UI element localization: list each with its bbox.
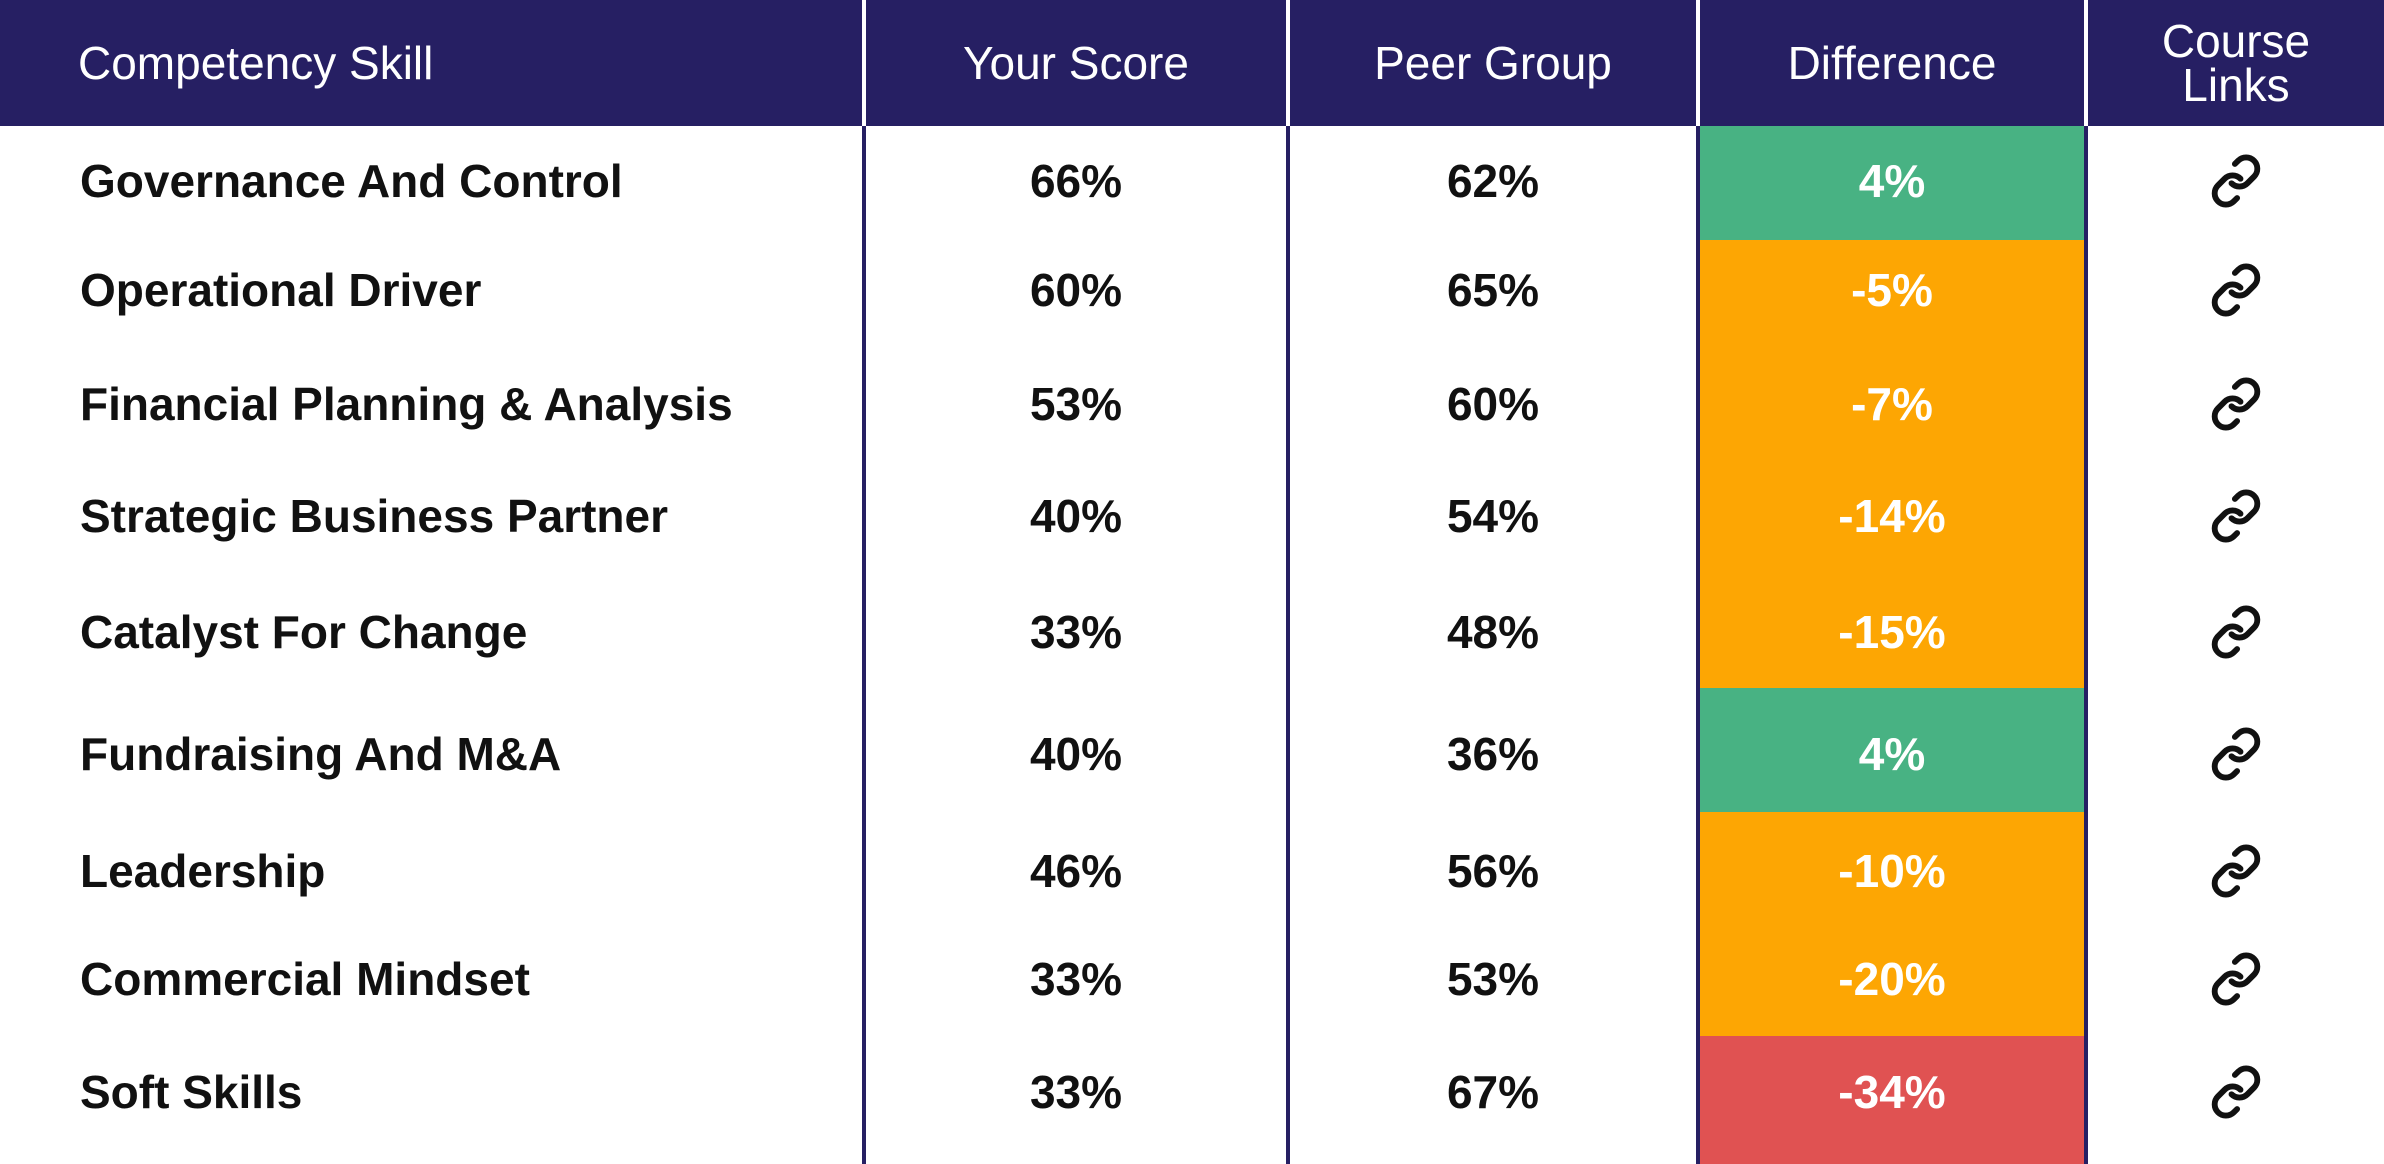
your-score: 33%	[1029, 606, 1123, 658]
peer-group-score: 48%	[1446, 606, 1540, 658]
your-score: 33%	[1029, 953, 1123, 1005]
skill-name: Soft Skills	[80, 1066, 303, 1118]
difference-cell-background	[1700, 812, 2084, 928]
difference-value: -34%	[1838, 1066, 1946, 1118]
peer-group-score: 67%	[1446, 1066, 1540, 1118]
skill-name: Fundraising And M&A	[80, 728, 562, 780]
difference-value: 4%	[1858, 155, 1926, 207]
link-icon[interactable]	[2209, 377, 2263, 431]
header-course-links-line1: Course	[2161, 15, 2311, 67]
difference-cell-background	[1700, 928, 2084, 1036]
course-link-cell	[2088, 929, 2384, 1029]
skill-name: Leadership	[80, 845, 326, 897]
column-divider	[1696, 0, 1700, 1164]
link-icon[interactable]	[2209, 605, 2263, 659]
skill-name: Operational Driver	[80, 264, 482, 316]
course-link-cell	[2088, 466, 2384, 566]
header-course-links: Course Links	[2088, 0, 2384, 126]
skill-name: Catalyst For Change	[80, 606, 528, 658]
difference-cell-background	[1700, 1036, 2084, 1164]
course-link-cell	[2088, 354, 2384, 454]
column-divider	[2084, 0, 2088, 1164]
header-course-links-line2: Links	[2182, 59, 2290, 111]
skill-name: Strategic Business Partner	[80, 490, 669, 542]
your-score: 53%	[1029, 378, 1123, 430]
your-score: 40%	[1029, 490, 1123, 542]
link-icon[interactable]	[2209, 952, 2263, 1006]
course-link-cell	[2088, 821, 2384, 921]
course-link-cell	[2088, 704, 2384, 804]
difference-cell-background	[1700, 576, 2084, 688]
your-score: 33%	[1029, 1066, 1123, 1118]
link-icon[interactable]	[2209, 727, 2263, 781]
peer-group-score: 54%	[1446, 490, 1540, 542]
your-score: 60%	[1029, 264, 1123, 316]
column-divider	[862, 0, 866, 1164]
difference-value: -14%	[1838, 490, 1946, 542]
skill-name: Financial Planning & Analysis	[80, 378, 733, 430]
link-icon[interactable]	[2209, 844, 2263, 898]
peer-group-score: 60%	[1446, 378, 1540, 430]
header-divider	[862, 0, 866, 126]
difference-cell-background	[1700, 688, 2084, 812]
link-icon[interactable]	[2209, 1065, 2263, 1119]
header-competency-skill: Competency Skill	[78, 37, 434, 89]
header-divider	[1286, 0, 1290, 126]
course-link-cell	[2088, 582, 2384, 682]
peer-group-score: 62%	[1446, 155, 1540, 207]
header-your-score: Your Score	[963, 37, 1189, 89]
difference-cell-background	[1700, 350, 2084, 460]
course-link-cell	[2088, 1042, 2384, 1142]
difference-value: -20%	[1838, 953, 1946, 1005]
peer-group-score: 56%	[1446, 845, 1540, 897]
header-peer-group: Peer Group	[1374, 37, 1612, 89]
peer-group-score: 65%	[1446, 264, 1540, 316]
header-divider	[2084, 0, 2088, 126]
link-icon[interactable]	[2209, 263, 2263, 317]
difference-value: -5%	[1851, 264, 1933, 316]
link-icon[interactable]	[2209, 489, 2263, 543]
header-divider	[1696, 0, 1700, 126]
peer-group-score: 53%	[1446, 953, 1540, 1005]
difference-value: -15%	[1838, 606, 1946, 658]
skill-name: Commercial Mindset	[80, 953, 530, 1005]
header-difference: Difference	[1787, 37, 1997, 89]
link-icon[interactable]	[2209, 154, 2263, 208]
table-header: Competency Skill Your Score Peer Group D…	[0, 0, 2384, 126]
difference-value: -7%	[1851, 378, 1933, 430]
your-score: 66%	[1029, 155, 1123, 207]
course-link-cell	[2088, 240, 2384, 340]
your-score: 46%	[1029, 845, 1123, 897]
difference-value: 4%	[1858, 728, 1926, 780]
difference-value: -10%	[1838, 845, 1946, 897]
difference-cell-background	[1700, 460, 2084, 576]
skill-name: Governance And Control	[80, 155, 623, 207]
difference-cell-background	[1700, 240, 2084, 350]
your-score: 40%	[1029, 728, 1123, 780]
column-divider	[1286, 0, 1290, 1164]
peer-group-score: 36%	[1446, 728, 1540, 780]
difference-cell-background	[1700, 126, 2084, 240]
course-link-cell	[2088, 131, 2384, 231]
